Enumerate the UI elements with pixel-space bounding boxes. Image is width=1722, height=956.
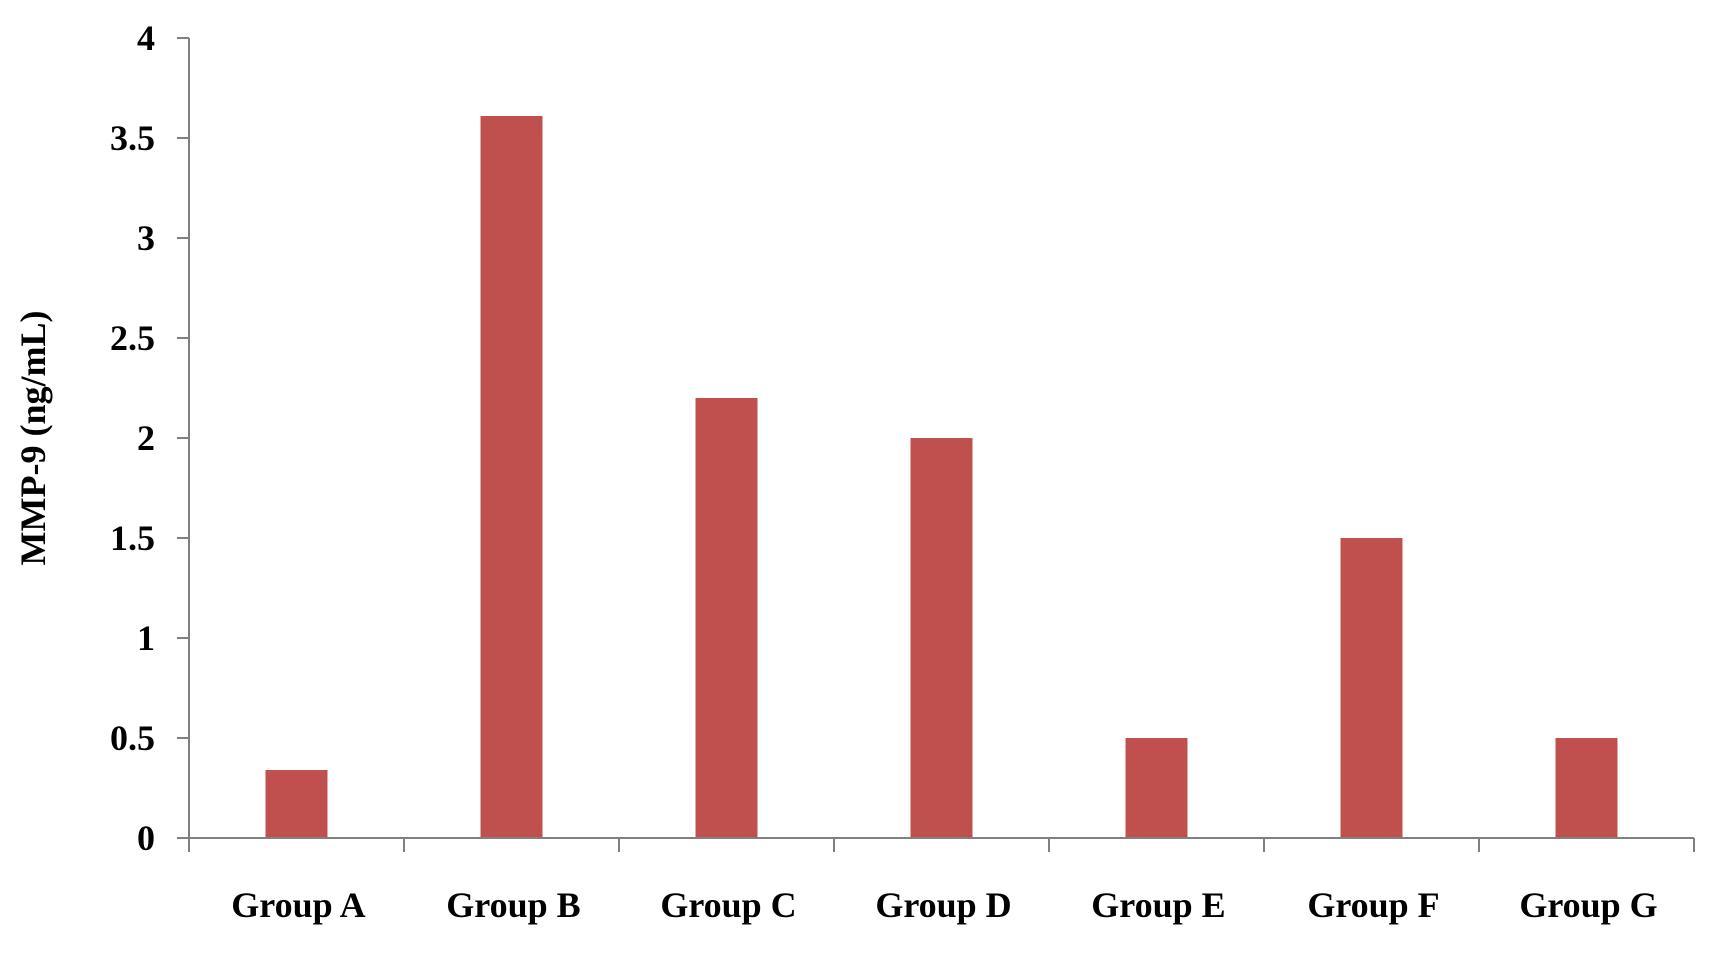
y-tick-label: 0 xyxy=(137,818,155,858)
x-category-label: Group B xyxy=(446,885,580,925)
y-tick-label: 2 xyxy=(137,418,155,458)
bar-group-d xyxy=(910,438,973,838)
y-tick-label: 1 xyxy=(137,618,155,658)
x-category-label: Group A xyxy=(231,885,365,925)
x-category-label: Group F xyxy=(1307,885,1439,925)
bar-group-a xyxy=(265,770,328,838)
y-tick-label: 4 xyxy=(137,18,155,58)
bar-group-g xyxy=(1555,738,1618,838)
y-axis-title: MMP-9 (ng/mL) xyxy=(13,311,53,566)
bars xyxy=(265,116,1618,838)
bar-group-b xyxy=(480,116,543,838)
bar-group-e xyxy=(1125,738,1188,838)
x-axis-ticks xyxy=(188,838,1695,852)
x-category-label: Group C xyxy=(660,885,796,925)
bar-group-f xyxy=(1340,538,1403,838)
x-category-label: Group E xyxy=(1091,885,1225,925)
x-category-label: Group G xyxy=(1519,885,1657,925)
y-tick-label: 2.5 xyxy=(110,318,155,358)
y-tick-label: 1.5 xyxy=(110,518,155,558)
bar-group-c xyxy=(695,398,758,838)
y-tick-label: 0.5 xyxy=(110,718,155,758)
x-axis-labels: Group A Group B Group C Group D Group E Group… xyxy=(231,885,1657,925)
y-axis-ticks: 0 0.5 1 1.5 2 2.5 3 3.5 4 xyxy=(110,18,189,858)
y-tick-label: 3 xyxy=(137,218,155,258)
y-tick-label: 3.5 xyxy=(110,118,155,158)
x-category-label: Group D xyxy=(875,885,1011,925)
